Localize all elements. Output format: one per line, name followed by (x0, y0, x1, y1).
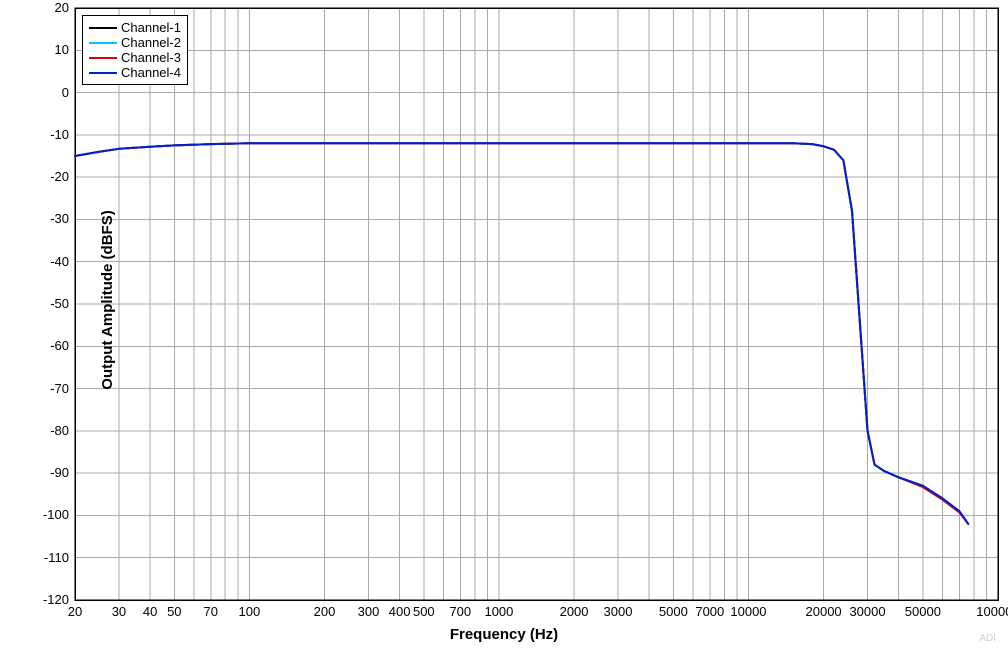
legend-item: Channel-4 (89, 65, 181, 80)
y-tick-label: -100 (43, 507, 69, 522)
y-tick-label: -50 (50, 296, 69, 311)
legend-label: Channel-1 (121, 20, 181, 35)
x-tick-label: 40 (143, 604, 157, 619)
x-tick-label: 20 (68, 604, 82, 619)
legend-label: Channel-4 (121, 65, 181, 80)
x-tick-label: 70 (204, 604, 218, 619)
legend: Channel-1Channel-2Channel-3Channel-4 (82, 15, 188, 85)
y-tick-label: -110 (44, 550, 69, 565)
watermark: ADI (979, 633, 996, 644)
x-tick-label: 700 (449, 604, 471, 619)
y-tick-label: -120 (43, 592, 69, 607)
x-tick-label: 3000 (604, 604, 633, 619)
legend-label: Channel-3 (121, 50, 181, 65)
x-tick-label: 5000 (659, 604, 688, 619)
y-tick-label: -20 (50, 169, 69, 184)
legend-item: Channel-1 (89, 20, 181, 35)
x-tick-label: 400 (389, 604, 411, 619)
x-tick-label: 200 (314, 604, 336, 619)
frequency-response-chart: Output Amplitude (dBFS) Frequency (Hz) C… (0, 0, 1008, 652)
y-tick-label: -40 (50, 254, 69, 269)
y-tick-label: -80 (50, 423, 69, 438)
x-tick-label: 300 (358, 604, 380, 619)
y-tick-label: -70 (50, 381, 69, 396)
legend-swatch (89, 72, 117, 74)
legend-swatch (89, 42, 117, 44)
legend-item: Channel-2 (89, 35, 181, 50)
y-tick-label: -90 (50, 465, 69, 480)
x-tick-label: 100000 (976, 604, 1008, 619)
legend-label: Channel-2 (121, 35, 181, 50)
x-tick-label: 100 (239, 604, 261, 619)
x-tick-label: 50000 (905, 604, 941, 619)
x-tick-label: 2000 (560, 604, 589, 619)
legend-swatch (89, 57, 117, 59)
x-tick-label: 1000 (484, 604, 513, 619)
x-tick-label: 30 (112, 604, 126, 619)
y-axis-title: Output Amplitude (dBFS) (99, 210, 116, 389)
x-tick-label: 7000 (695, 604, 724, 619)
y-tick-label: -60 (50, 338, 69, 353)
x-axis-title: Frequency (Hz) (0, 626, 1008, 643)
y-tick-label: 20 (55, 0, 69, 15)
y-tick-label: 10 (55, 42, 69, 57)
x-tick-label: 10000 (730, 604, 766, 619)
x-tick-label: 50 (167, 604, 181, 619)
legend-swatch (89, 27, 117, 29)
y-tick-label: -30 (50, 211, 69, 226)
y-tick-label: -10 (50, 127, 69, 142)
legend-item: Channel-3 (89, 50, 181, 65)
chart-svg (0, 0, 1008, 652)
x-tick-label: 30000 (849, 604, 885, 619)
x-tick-label: 20000 (806, 604, 842, 619)
y-tick-label: 0 (62, 85, 69, 100)
x-tick-label: 500 (413, 604, 435, 619)
